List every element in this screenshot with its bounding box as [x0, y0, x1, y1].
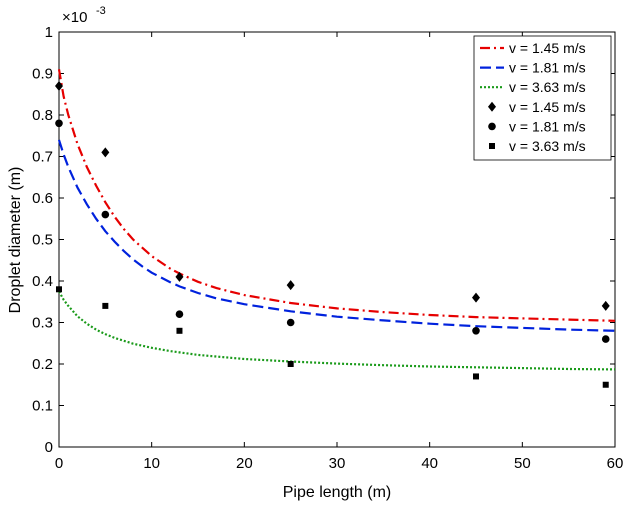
data-point-diamond: [101, 147, 110, 158]
data-point-square: [176, 327, 183, 334]
y-axis-label: Droplet diameter (m): [7, 167, 24, 314]
series-curves: [57, 69, 616, 371]
x-tick-label: 30: [329, 455, 346, 472]
y-tick-label: 0.1: [32, 398, 53, 415]
series-markers: [55, 80, 610, 388]
y-tick-label: 0.2: [32, 356, 53, 373]
legend-marker-swatch: [489, 143, 495, 149]
y-tick-labels: 0 0.1 0.2 0.3 0.4 0.5 0.6 0.7 0.8 0.9 1: [32, 24, 53, 456]
data-point-diamond: [55, 80, 63, 91]
data-point-circle: [175, 310, 184, 319]
legend-label: v = 3.63 m/s: [509, 138, 586, 154]
legend-marker-swatch: [488, 101, 496, 112]
x-tick-label: 10: [143, 455, 160, 472]
data-point-circle: [472, 327, 480, 335]
legend-box: [473, 35, 612, 161]
data-point-square: [473, 373, 479, 380]
y-tick-label: 0.4: [32, 273, 53, 290]
y-tick-label: 0.6: [32, 190, 53, 207]
legend: v = 1.45 m/s v = 1.81 m/s v = 3.63 m/s v = …: [473, 35, 612, 161]
x-tick-label: 0: [55, 455, 63, 472]
data-point-circle: [55, 119, 63, 128]
y-tick-label: 0.8: [32, 107, 53, 124]
data-point-square: [102, 302, 109, 309]
legend-label: v = 1.45 m/s: [509, 40, 586, 56]
y-tick-label: 0.3: [32, 315, 53, 332]
legend-label: v = 1.81 m/s: [509, 60, 586, 76]
legend-label: v = 1.45 m/s: [509, 99, 586, 115]
x-tick-label: 20: [236, 455, 253, 472]
legend-label: v = 3.63 m/s: [509, 79, 586, 95]
data-point-diamond: [175, 271, 184, 282]
data-point-square: [602, 381, 609, 388]
y-tick-label: 0.7: [32, 149, 53, 166]
series-line-dash: [57, 139, 616, 332]
legend-items: v = 1.45 m/s v = 1.81 m/s v = 3.63 m/s v = …: [480, 40, 586, 154]
data-point-square: [287, 361, 294, 367]
data-point-square: [56, 286, 62, 293]
series-line-dash-dot: [57, 69, 616, 322]
axis-ticks: [58, 31, 616, 448]
x-tick-labels: 0 10 20 30 40 50 60: [55, 455, 624, 472]
data-point-diamond: [286, 280, 295, 291]
y-multiplier-exponent: -3: [96, 5, 106, 17]
legend-marker-swatch: [488, 122, 496, 131]
x-tick-label: 50: [514, 455, 531, 472]
data-point-circle: [286, 318, 295, 327]
x-tick-label: 40: [421, 455, 438, 472]
data-point-diamond: [472, 292, 480, 303]
data-point-diamond: [601, 300, 610, 311]
data-point-circle: [101, 210, 110, 219]
x-tick-label: 60: [607, 455, 624, 472]
y-tick-label: 0.5: [32, 232, 53, 249]
y-tick-label: 0: [45, 439, 53, 456]
legend-label: v = 1.81 m/s: [509, 118, 586, 134]
data-point-circle: [601, 335, 610, 343]
y-tick-label: 1: [45, 24, 53, 41]
y-multiplier-base: ×10: [62, 9, 87, 26]
x-axis-label: Pipe length (m): [283, 484, 392, 501]
y-tick-label: 0.9: [32, 66, 53, 83]
